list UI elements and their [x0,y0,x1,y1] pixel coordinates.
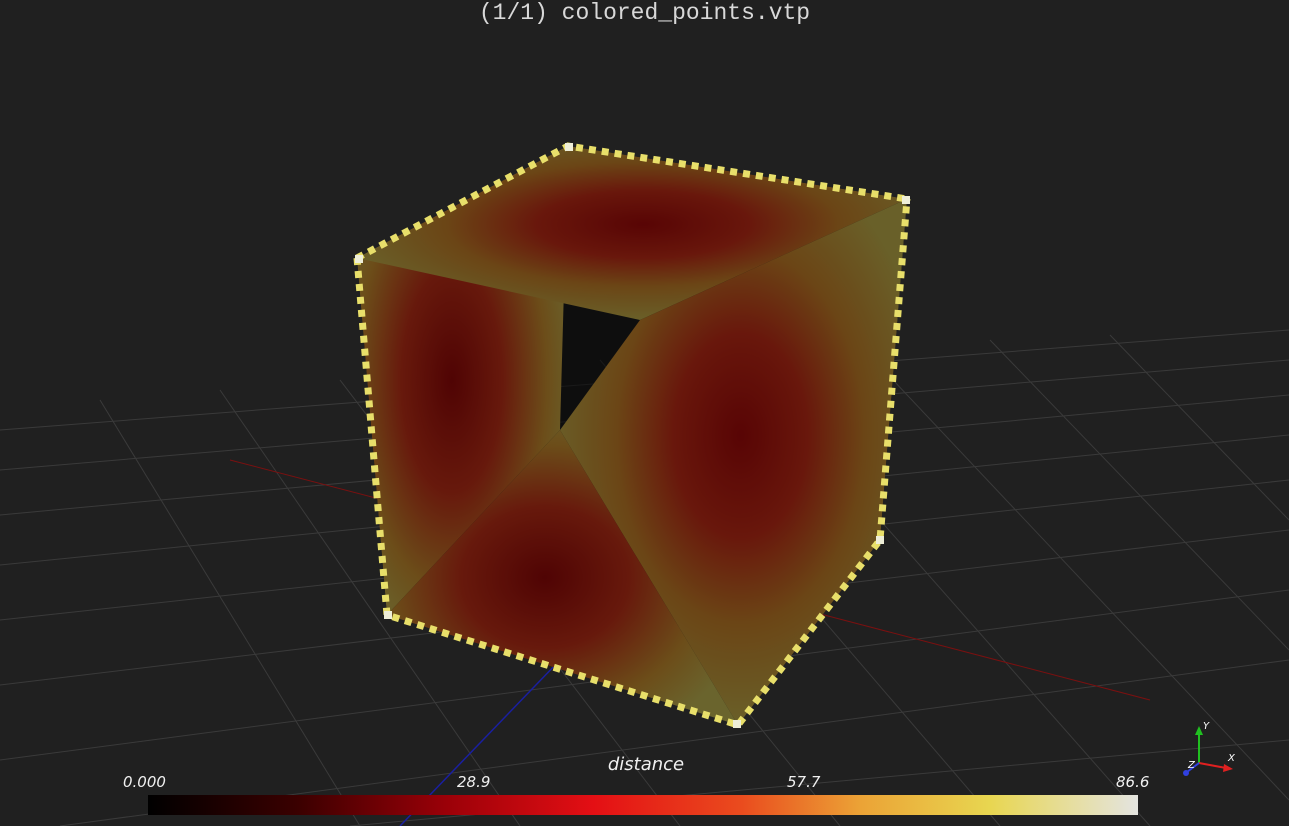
window-title: (1/1) colored_points.vtp [478,0,811,26]
point-cloud-cube [357,146,907,725]
axis-z-arrow [1186,762,1200,773]
scalar-bar-tick: 57.7 [787,773,821,791]
scalar-bar-tick-max: 86.6 [1116,773,1150,791]
cube-corner-points [355,143,910,728]
axis-y-label: Y [1203,721,1210,732]
axis-z-label: Z [1188,760,1195,771]
orientation-axes-widget [1183,726,1233,776]
axis-x-label: X [1228,753,1235,764]
scalar-bar-tick-min: 0.000 [123,773,166,791]
scalar-bar-tick: 28.9 [457,773,491,791]
axis-x-arrow [1198,762,1227,769]
colorbar [148,795,1138,815]
scalar-bar-title: distance [607,754,685,775]
